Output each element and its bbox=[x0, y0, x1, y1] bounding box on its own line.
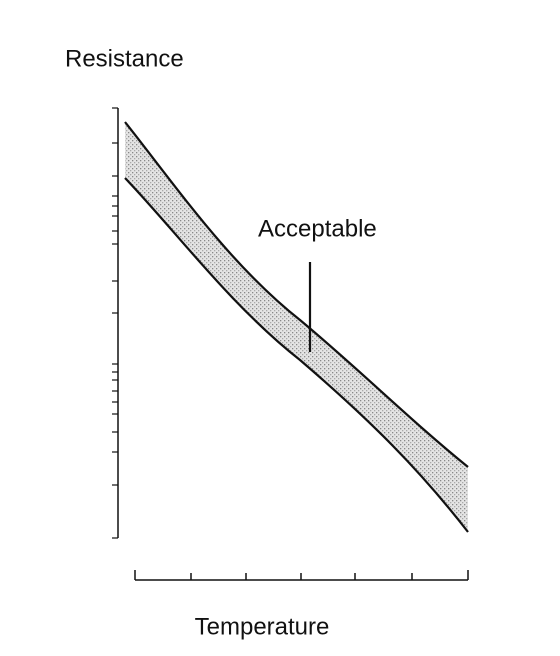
x-axis bbox=[134, 570, 469, 581]
annotation-text: Acceptable bbox=[258, 215, 377, 242]
lower-limit-curve bbox=[124, 177, 469, 533]
upper-limit-curve bbox=[124, 121, 469, 468]
y-axis bbox=[112, 107, 119, 539]
x-axis-label: Temperature bbox=[195, 613, 330, 640]
y-axis-label: Resistance bbox=[65, 45, 184, 72]
acceptable-band bbox=[125, 122, 468, 532]
